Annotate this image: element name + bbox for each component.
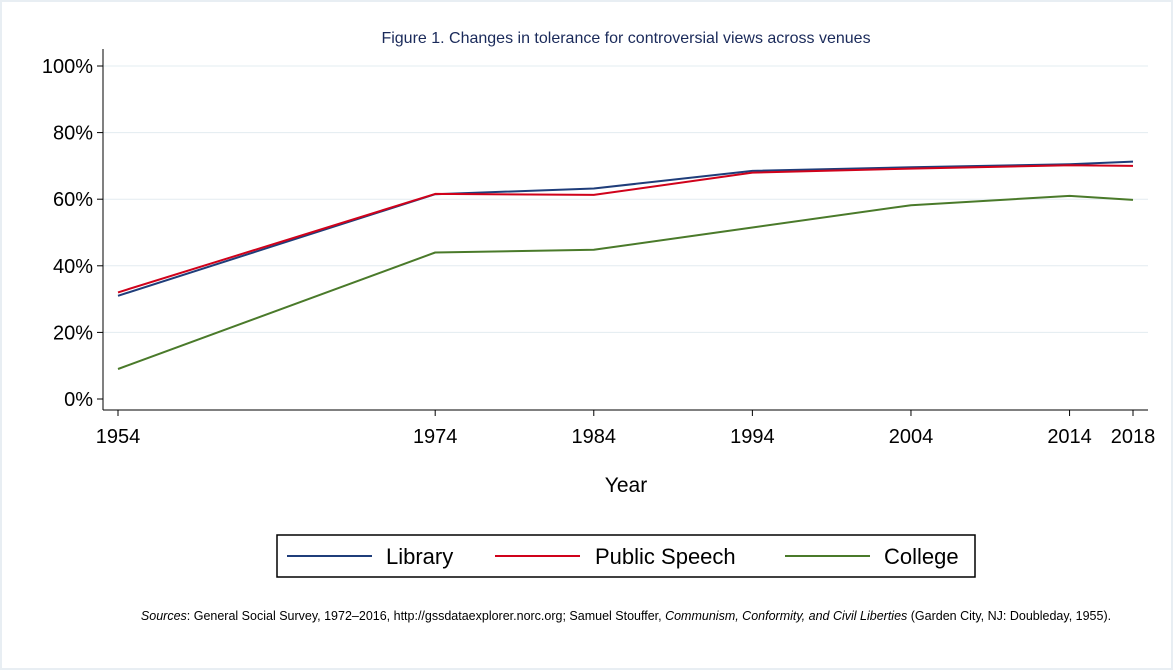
y-tick-label: 0% bbox=[64, 389, 93, 411]
x-tick-label: 2014 bbox=[1047, 426, 1092, 448]
footnote-sources-label: Sources bbox=[141, 609, 187, 623]
series-line-library bbox=[117, 160, 1134, 297]
x-tick-label: 1994 bbox=[730, 426, 775, 448]
y-tick-label: 60% bbox=[53, 189, 93, 211]
footnote-book-title: Communism, Conformity, and Civil Liberti… bbox=[665, 609, 907, 623]
x-axis: 1954 1974 1984 1994 2004 2014 2018 bbox=[96, 409, 1156, 448]
series-lines bbox=[117, 160, 1134, 370]
legend: Library Public Speech College bbox=[276, 534, 976, 578]
x-tick-label: 1954 bbox=[96, 426, 141, 448]
y-tick-label: 20% bbox=[53, 322, 93, 344]
gridlines bbox=[103, 65, 1148, 333]
footnote-text-b: (Garden City, NJ: Doubleday, 1955). bbox=[907, 609, 1111, 623]
x-tick-label: 2004 bbox=[889, 426, 934, 448]
y-tick-label: 80% bbox=[53, 123, 93, 145]
y-tick-label: 40% bbox=[53, 256, 93, 278]
series-line-public-speech bbox=[117, 164, 1134, 294]
y-tick-label: 100% bbox=[42, 56, 93, 78]
chart-title: Figure 1. Changes in tolerance for contr… bbox=[381, 30, 870, 47]
x-tick-label: 1974 bbox=[413, 426, 458, 448]
footnote-text-a: : General Social Survey, 1972–2016, http… bbox=[187, 609, 665, 623]
x-tick-label: 2018 bbox=[1111, 426, 1156, 448]
legend-label-library: Library bbox=[386, 544, 453, 569]
legend-label-public-speech: Public Speech bbox=[595, 544, 736, 569]
footnote: Sources: General Social Survey, 1972–201… bbox=[141, 609, 1111, 623]
y-axis: 0% 20% 40% 60% 80% 100% bbox=[42, 49, 104, 411]
x-axis-title: Year bbox=[605, 474, 647, 497]
legend-label-college: College bbox=[884, 544, 959, 569]
series-line-college bbox=[117, 194, 1134, 370]
x-tick-label: 1984 bbox=[572, 426, 617, 448]
